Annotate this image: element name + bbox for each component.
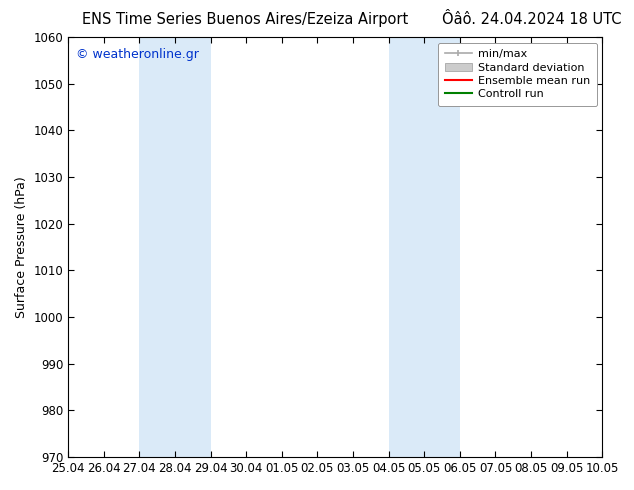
Text: ENS Time Series Buenos Aires/Ezeiza Airport: ENS Time Series Buenos Aires/Ezeiza Airp… <box>82 12 409 27</box>
Text: Ôâô. 24.04.2024 18 UTC: Ôâô. 24.04.2024 18 UTC <box>442 12 621 27</box>
Legend: min/max, Standard deviation, Ensemble mean run, Controll run: min/max, Standard deviation, Ensemble me… <box>438 43 597 106</box>
Bar <box>139 37 210 457</box>
Text: © weatheronline.gr: © weatheronline.gr <box>76 48 199 61</box>
Bar <box>389 37 460 457</box>
Y-axis label: Surface Pressure (hPa): Surface Pressure (hPa) <box>15 176 28 318</box>
